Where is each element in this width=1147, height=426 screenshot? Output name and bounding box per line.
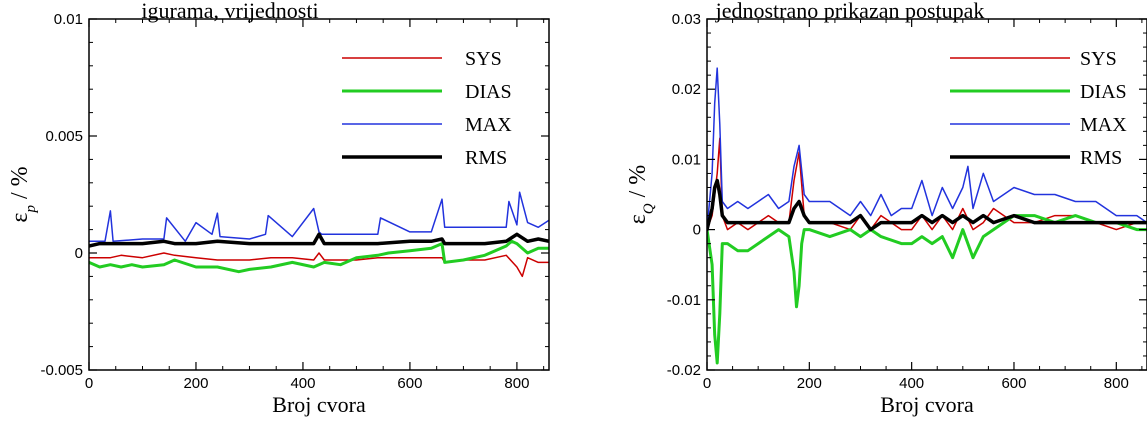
y-tick-label: 0.02 <box>672 81 701 98</box>
header-right-text: jednostrano prikazan postupak <box>715 0 985 23</box>
x-tick-label: 0 <box>85 375 93 392</box>
legend-label-sys: SYS <box>465 48 502 70</box>
y-tick-label: 0.03 <box>672 11 701 28</box>
x-tick-label: 800 <box>1104 375 1129 392</box>
y-tick-label: 0.005 <box>45 128 83 145</box>
x-tick-label: 400 <box>290 375 315 392</box>
legend-label-sys: SYS <box>1080 48 1117 70</box>
y-tick-label: 0.01 <box>672 151 701 168</box>
series-line-max <box>707 67 1147 231</box>
legend-label-dias: DIAS <box>465 81 512 103</box>
series-line-dias <box>707 214 1147 365</box>
plot-frame <box>706 18 1147 371</box>
legend-label-rms: RMS <box>465 147 507 169</box>
series-group <box>89 191 549 278</box>
y-tick-label: -0.005 <box>40 362 83 379</box>
legend-label-dias: DIAS <box>1080 81 1127 103</box>
chart-epsilon-q: 0 200 400 600 800 -0.02 -0.01 0 0.01 0.02 0.03 Broj… <box>625 11 1147 417</box>
y-tick-label: -0.02 <box>667 362 701 379</box>
x-tick-label: 0 <box>703 375 711 392</box>
series-line-sys <box>707 137 1147 231</box>
legend: SYS DIAS MAX RMS <box>342 48 512 169</box>
y-tick-label: 0 <box>75 245 83 262</box>
series-line-sys <box>89 252 549 278</box>
x-axis-label: Broj cvora <box>880 392 974 417</box>
x-axis-label: Broj cvora <box>272 392 366 417</box>
plot-frame <box>88 18 550 371</box>
x-tick-label: 200 <box>797 375 822 392</box>
y-axis-label: εp / % <box>7 166 39 222</box>
y-tick-label: 0 <box>693 222 701 239</box>
legend-label-max: MAX <box>1080 114 1127 136</box>
series-group <box>707 67 1147 365</box>
x-tick-label: 200 <box>183 375 208 392</box>
series-line-rms <box>707 178 1147 232</box>
legend: SYS DIAS MAX RMS <box>950 48 1127 169</box>
x-tick-label: 400 <box>899 375 924 392</box>
header-left-text: igurama, vrijednosti <box>141 0 318 23</box>
y-axis-label: εQ / % <box>625 165 657 225</box>
legend-label-max: MAX <box>465 114 512 136</box>
y-tick-label: 0.01 <box>54 11 83 28</box>
y-tick-label: -0.01 <box>667 292 701 309</box>
x-tick-label: 800 <box>504 375 529 392</box>
series-line-rms <box>89 232 549 248</box>
series-line-dias <box>89 239 549 274</box>
legend-label-rms: RMS <box>1080 147 1122 169</box>
series-line-max <box>89 191 549 243</box>
x-tick-label: 600 <box>397 375 422 392</box>
x-tick-label: 600 <box>1001 375 1026 392</box>
